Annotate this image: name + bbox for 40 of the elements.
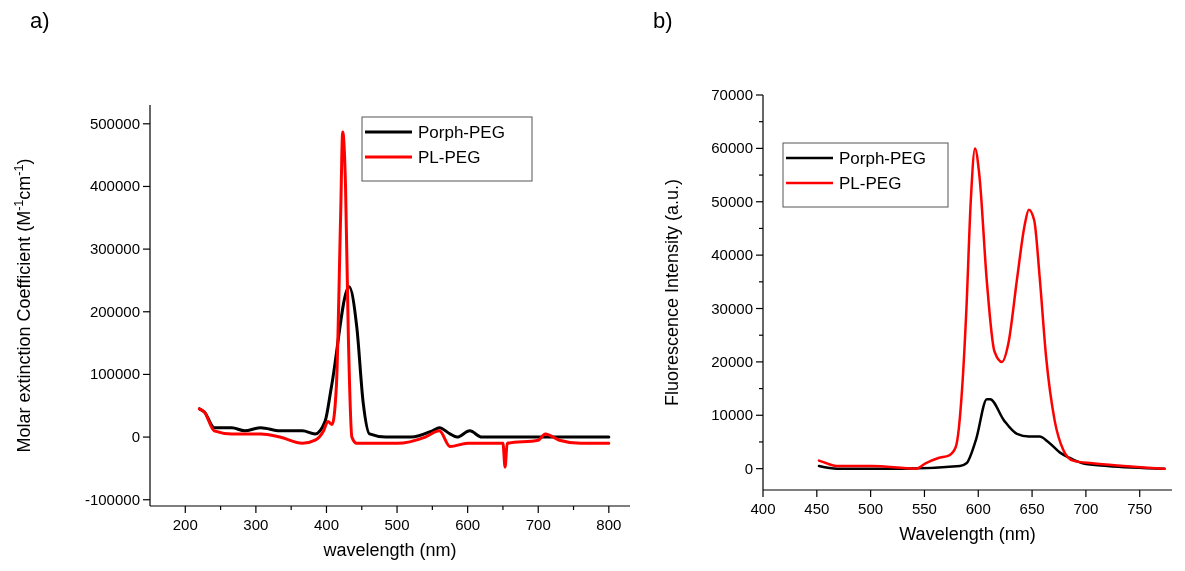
legend-label: Porph-PEG (418, 123, 505, 142)
y-axis-title: Fluorescence Intensity (a.u.) (662, 178, 682, 407)
y-tick-label: 10000 (711, 406, 753, 424)
y-tick-label: 30000 (711, 299, 753, 317)
x-tick-label: 550 (911, 500, 937, 517)
x-tick-label: 700 (525, 516, 551, 533)
x-tick-label: 600 (965, 500, 991, 517)
x-tick-label: 800 (596, 516, 622, 533)
y-tick-label: 70000 (711, 86, 753, 103)
x-tick-label: 700 (1073, 500, 1099, 517)
y-tick-label: 200000 (89, 302, 140, 320)
y-tick-label: 50000 (711, 192, 753, 210)
y-tick-label: 0 (744, 459, 753, 477)
y-tick-label: 400000 (89, 177, 140, 195)
x-tick-label: 650 (1019, 500, 1045, 517)
text: a) (30, 8, 50, 33)
line-series (817, 147, 1166, 470)
y-tick-label: 500000 (89, 114, 140, 132)
y-tick-label: -100000 (84, 490, 140, 508)
x-axis-title: wavelength (nm) (322, 540, 457, 560)
legend-label: PL-PEG (839, 174, 902, 193)
y-tick-label: 40000 (711, 246, 753, 264)
x-tick-label: 600 (455, 516, 481, 533)
y-tick-label: 0 (131, 428, 140, 446)
y-tick-label: 300000 (89, 240, 140, 258)
x-tick-label: 500 (858, 500, 884, 517)
x-tick-label: 750 (1127, 500, 1153, 517)
x-tick-label: 450 (804, 500, 830, 517)
y-tick-label: 20000 (711, 352, 753, 370)
legend-label: Porph-PEG (839, 149, 926, 168)
legend-label: PL-PEG (418, 148, 481, 167)
text: b) (653, 8, 673, 33)
x-tick-label: 500 (384, 516, 410, 533)
x-tick-label: 400 (313, 516, 339, 533)
y-tick-label: 60000 (711, 139, 753, 157)
y-tick-label: 100000 (89, 365, 140, 383)
x-axis-title: Wavelength (nm) (899, 524, 1036, 544)
x-tick-label: 200 (172, 516, 198, 533)
x-tick-label: 300 (243, 516, 269, 533)
x-tick-label: 400 (750, 500, 776, 517)
